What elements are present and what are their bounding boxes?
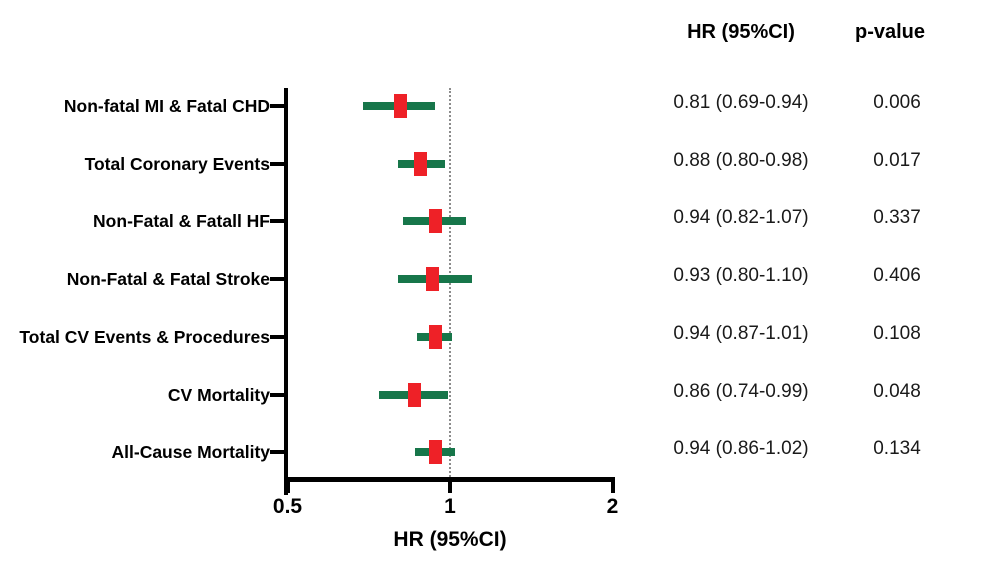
hr-ci-value: 0.88 (0.80-0.98) xyxy=(673,149,809,171)
point-estimate-marker xyxy=(413,151,427,176)
row-label: Non-Fatal & Fatall HF xyxy=(93,211,270,232)
row-label: Non-Fatal & Fatal Stroke xyxy=(66,269,270,290)
row-label: Total CV Events & Procedures xyxy=(19,326,270,347)
row-axis-tick xyxy=(270,450,287,455)
p-value: 0.017 xyxy=(873,149,921,171)
x-axis-title: HR (95%CI) xyxy=(393,528,507,551)
p-value: 0.108 xyxy=(873,322,921,344)
row-axis-tick xyxy=(270,219,287,224)
x-axis-tick-label: 1 xyxy=(444,495,456,518)
row-axis-tick xyxy=(270,334,287,339)
hr-ci-value: 0.81 (0.69-0.94) xyxy=(673,92,809,113)
x-axis-tick xyxy=(610,477,615,493)
point-estimate-marker xyxy=(394,94,408,118)
p-value: 0.406 xyxy=(873,265,921,287)
x-axis-tick-label: 2 xyxy=(606,495,619,518)
row-axis-tick xyxy=(270,277,287,282)
x-axis-tick xyxy=(448,477,452,493)
row-axis-tick xyxy=(270,104,287,108)
row-label: Non-fatal MI & Fatal CHD xyxy=(63,96,270,116)
p-value: 0.006 xyxy=(873,92,921,113)
row-axis-tick xyxy=(270,392,287,397)
point-estimate-marker xyxy=(428,324,442,349)
p-value: 0.337 xyxy=(873,207,921,229)
row-label: Total Coronary Events xyxy=(84,153,270,174)
hr-ci-value: 0.94 (0.86-1.02) xyxy=(673,438,809,460)
row-label: CV Mortality xyxy=(167,384,270,405)
column-header-hr: HR (95%CI) xyxy=(687,21,795,43)
x-axis-tick-label: 0.5 xyxy=(272,495,303,518)
column-header-pvalue: p-value xyxy=(854,21,926,43)
row-label: All-Cause Mortality xyxy=(111,442,271,463)
p-value: 0.134 xyxy=(873,438,921,460)
point-estimate-marker xyxy=(428,440,442,465)
hr-ci-value: 0.86 (0.74-0.99) xyxy=(673,380,809,402)
row-axis-tick xyxy=(270,161,287,166)
hr-ci-value: 0.94 (0.82-1.07) xyxy=(673,207,809,229)
y-axis-line xyxy=(284,88,288,495)
x-axis-tick xyxy=(285,477,290,493)
hr-ci-value: 0.94 (0.87-1.01) xyxy=(673,322,809,344)
point-estimate-marker xyxy=(428,209,442,234)
point-estimate-marker xyxy=(426,267,440,292)
point-estimate-marker xyxy=(408,382,422,407)
p-value: 0.048 xyxy=(873,380,921,402)
hr-ci-value: 0.93 (0.80-1.10) xyxy=(673,265,809,287)
